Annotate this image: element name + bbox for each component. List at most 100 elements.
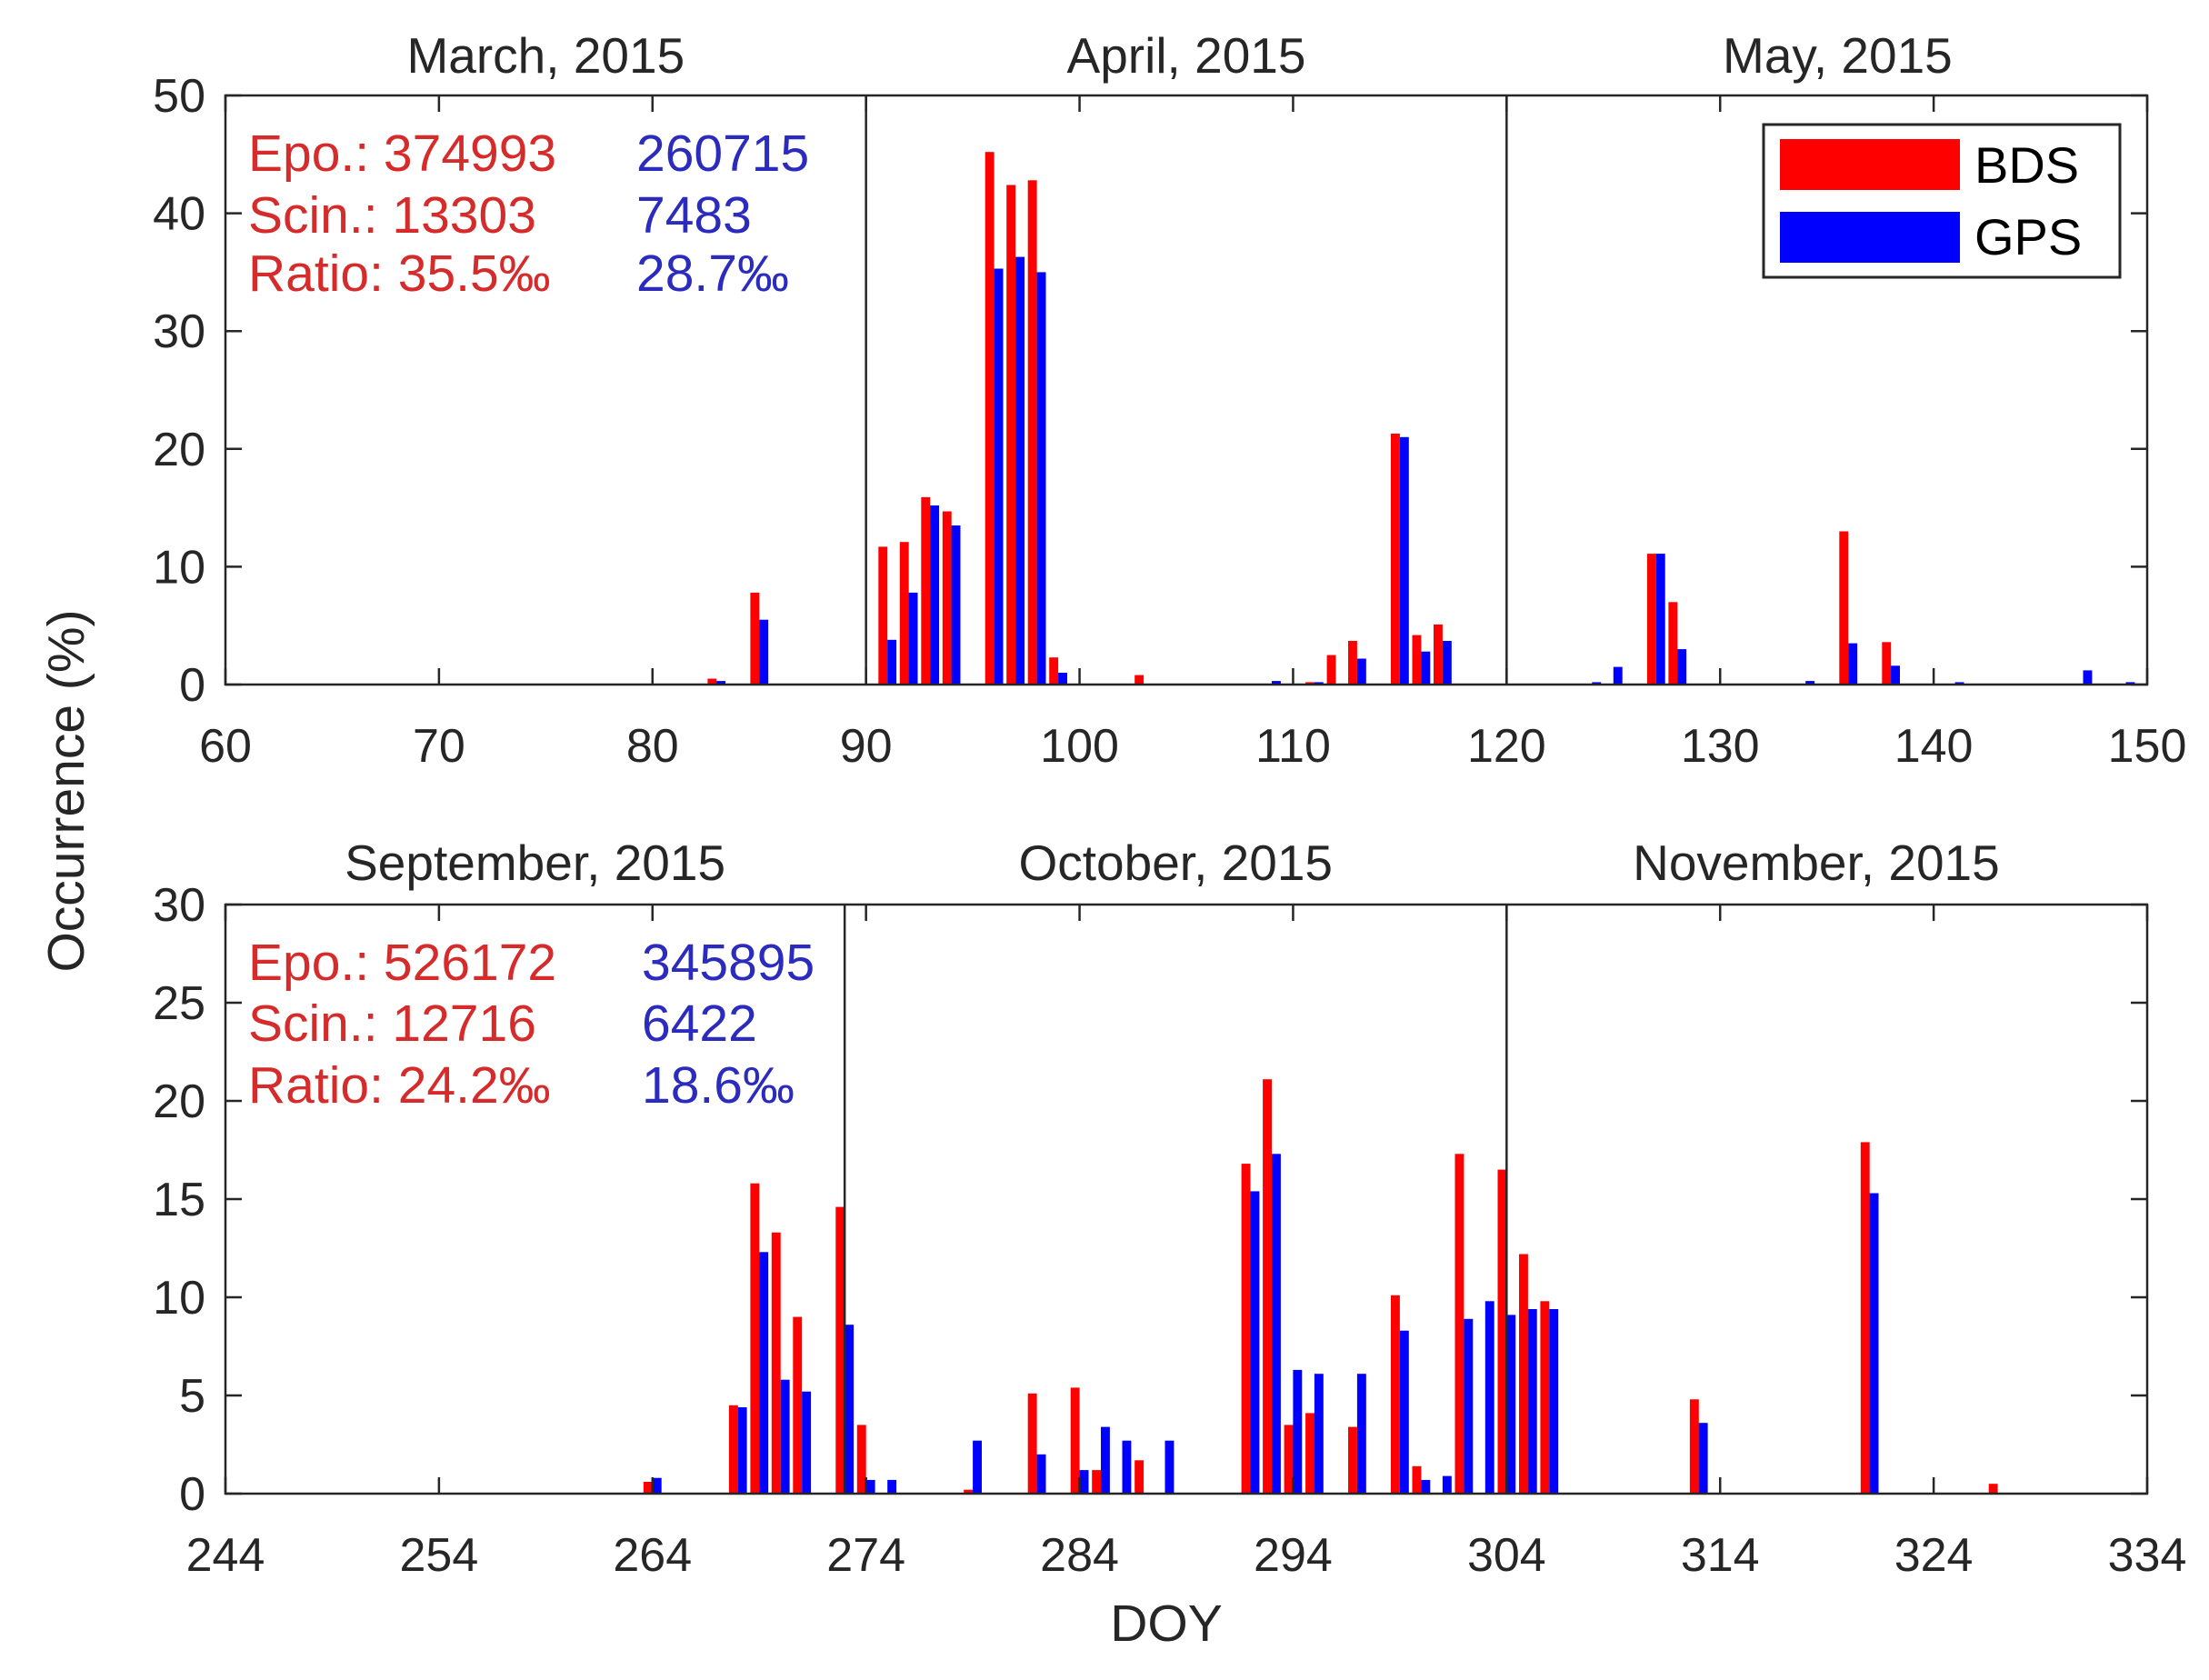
bottom-ytick-label: 5 [179, 1370, 205, 1423]
bottom-bar-bds-doy-294 [1284, 1425, 1294, 1494]
bottom-ytick-label: 15 [153, 1174, 205, 1226]
top-bar-bds-doy-85 [750, 592, 760, 685]
top-bar-bds-doy-94 [942, 511, 952, 685]
bottom-ytick-label: 0 [179, 1468, 205, 1521]
top-ytick-label: 0 [179, 659, 205, 712]
top-bar-gps-doy-115 [1399, 436, 1409, 685]
top-month-title: May, 2015 [1723, 27, 1953, 84]
bottom-bar-gps-doy-279 [973, 1440, 982, 1494]
bottom-bar-gps-doy-285 [1101, 1426, 1110, 1494]
top-bar-bds-doy-99 [1049, 657, 1059, 685]
top-axes: 60 70 80 90 100 110 120 130 140 150 0 10 20 30 40 50 Mar… [153, 27, 2186, 773]
top-panel: 60 70 80 90 100 110 120 130 140 150 0 10 20 30 40 50 Mar… [153, 27, 2186, 773]
bottom-axes: 244 254 264 274 284 294 304 314 324 334 0 5 10 15 20 25… [153, 835, 2186, 1582]
bottom-ytick-label: 30 [153, 879, 205, 932]
bottom-xtick-label: 324 [1894, 1529, 1974, 1582]
bottom-bar-bds-doy-285 [1092, 1470, 1102, 1494]
top-bar-bds-doy-96 [985, 152, 995, 685]
top-bar-gps-doy-92 [908, 592, 918, 685]
bottom-bar-bds-doy-321 [1860, 1142, 1870, 1494]
top-bar-gps-doy-111 [1314, 682, 1324, 685]
bottom-bar-gps-doy-293 [1272, 1154, 1281, 1494]
top-xtick-label: 90 [840, 720, 893, 773]
bottom-axes-box [224, 903, 2149, 1495]
bottom-bar-gps-doy-292 [1250, 1191, 1260, 1494]
bottom-bar-gps-doy-313 [1698, 1423, 1708, 1494]
bottom-bar-bds-doy-270 [771, 1232, 781, 1494]
top-bar-gps-doy-109 [1272, 681, 1281, 685]
top-bar-bds-doy-111 [1305, 682, 1314, 685]
bottom-month-title: September, 2015 [345, 835, 725, 891]
top-bar-gps-doy-93 [930, 505, 939, 685]
top-bar-gps-doy-149 [2125, 682, 2135, 685]
top-scin-bds: Scin.: 13303 [248, 186, 536, 245]
top-bar-gps-doy-99 [1058, 673, 1067, 685]
bottom-bar-bds-doy-282 [1027, 1393, 1037, 1494]
bottom-bar-gps-doy-304 [1506, 1315, 1516, 1494]
top-bar-bds-doy-117 [1434, 624, 1443, 685]
top-bar-gps-doy-117 [1442, 641, 1452, 685]
bottom-bar-bds-doy-273 [835, 1206, 845, 1494]
bottom-month-title: November, 2015 [1633, 835, 2000, 891]
bottom-bar-gps-doy-284 [1079, 1470, 1089, 1494]
top-bar-bds-doy-93 [921, 496, 931, 685]
bottom-epochs-bds: Epo.: 526172 [248, 934, 556, 992]
bottom-bar-bds-doy-327 [1988, 1484, 1998, 1494]
bottom-bar-gps-doy-271 [802, 1391, 812, 1494]
bottom-bar-gps-doy-294 [1293, 1369, 1303, 1494]
bottom-bar-gps-doy-302 [1464, 1318, 1474, 1494]
top-bar-gps-doy-128 [1677, 649, 1687, 685]
bottom-bar-gps-doy-274 [865, 1479, 875, 1494]
top-bar-gps-doy-138 [1891, 665, 1900, 685]
bottom-bar-gps-doy-321 [1869, 1193, 1879, 1494]
top-stats: Epo.: 374993 260715 Scin.: 13303 7483 Ra… [248, 125, 809, 303]
top-bars [707, 152, 2135, 685]
bottom-scin-gps: 6422 [642, 995, 757, 1053]
bottom-bar-bds-doy-300 [1412, 1465, 1422, 1494]
bottom-panel: 244 254 264 274 284 294 304 314 324 334 0 5 10 15 20 25… [153, 835, 2186, 1653]
bottom-ytick-label: 20 [153, 1075, 205, 1128]
top-bar-bds-doy-91 [878, 546, 888, 685]
top-bar-gps-doy-125 [1613, 666, 1623, 685]
top-bar-bds-doy-138 [1882, 642, 1892, 685]
bottom-bar-gps-doy-306 [1549, 1309, 1559, 1494]
top-bar-gps-doy-147 [2083, 670, 2093, 685]
bottom-bar-bds-doy-284 [1070, 1387, 1080, 1494]
bottom-bar-bds-doy-274 [856, 1425, 866, 1494]
bottom-xtick-label: 254 [400, 1529, 479, 1582]
bottom-bar-bds-doy-306 [1540, 1301, 1550, 1494]
top-bar-gps-doy-124 [1592, 682, 1602, 685]
top-bar-gps-doy-94 [951, 525, 961, 685]
bottom-bar-bds-doy-313 [1689, 1399, 1699, 1494]
bottom-bar-gps-doy-300 [1421, 1479, 1431, 1494]
top-xtick-label: 110 [1255, 720, 1331, 773]
top-xtick-label: 120 [1467, 720, 1546, 773]
bottom-bar-gps-doy-268 [737, 1407, 747, 1494]
bottom-bars [643, 1079, 1998, 1494]
bottom-bar-gps-doy-303 [1484, 1301, 1494, 1494]
bottom-bar-bds-doy-299 [1391, 1295, 1400, 1494]
top-epochs-bds: Epo.: 374993 [248, 125, 556, 183]
legend-swatch-bds [1780, 139, 1960, 190]
top-bar-gps-doy-91 [887, 639, 897, 685]
bottom-bar-bds-doy-304 [1497, 1169, 1507, 1494]
bottom-bar-gps-doy-269 [759, 1252, 769, 1494]
legend-label-bds: BDS [1974, 136, 2079, 194]
top-bar-gps-doy-97 [1015, 256, 1025, 685]
top-xtick-label: 80 [626, 720, 679, 773]
top-month-title: March, 2015 [406, 27, 685, 84]
top-bar-gps-doy-98 [1036, 272, 1046, 685]
bottom-xtick-label: 294 [1254, 1529, 1333, 1582]
bottom-stats: Epo.: 526172 345895 Scin.: 12716 6422 Ra… [248, 934, 815, 1115]
top-ytick-label: 30 [153, 305, 205, 358]
top-xtick-label: 140 [1894, 720, 1974, 773]
top-epochs-gps: 260715 [636, 125, 809, 183]
top-xtick-label: 70 [413, 720, 465, 773]
top-xtick-label: 100 [1040, 720, 1119, 773]
bottom-xtick-label: 304 [1467, 1529, 1546, 1582]
top-ytick-label: 10 [153, 541, 205, 594]
bottom-ytick-label: 25 [153, 977, 205, 1030]
bottom-bar-bds-doy-293 [1263, 1079, 1272, 1494]
bottom-bar-bds-doy-268 [728, 1405, 738, 1494]
bottom-bar-gps-doy-305 [1527, 1309, 1537, 1494]
